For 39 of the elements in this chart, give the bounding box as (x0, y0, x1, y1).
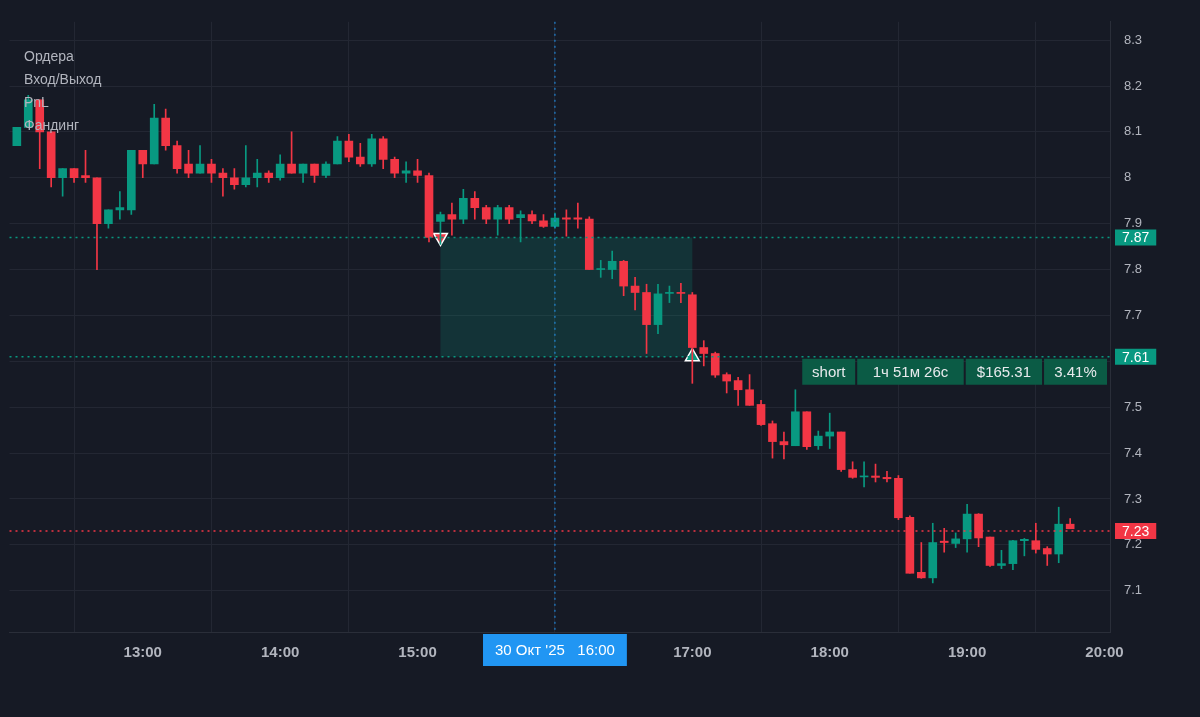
x-tick-label: 13:00 (123, 643, 162, 661)
annotation: 1ч 51м 26с (872, 362, 949, 380)
annotation: $165.31 (976, 362, 1032, 380)
annotation: PnL (24, 93, 50, 110)
y-tick-label: 8 (1124, 169, 1132, 185)
candlestick (676, 282, 686, 303)
y-tick-label: 7.1 (1124, 582, 1143, 598)
y-tick-label: 7.9 (1124, 215, 1143, 231)
candlestick (630, 277, 640, 311)
ref-line-label: 7.61 (1122, 348, 1150, 365)
candlestick (596, 260, 606, 278)
ref-line-label: 7.23 (1122, 522, 1150, 539)
y-tick-label: 7.8 (1124, 261, 1143, 277)
candlestick (252, 159, 262, 188)
y-tick-label: 7.4 (1124, 444, 1143, 460)
candlestick (401, 161, 411, 183)
y-tick-label: 7.3 (1124, 490, 1143, 506)
x-tick-label: 19:00 (947, 643, 987, 661)
annotation: Вход/Выход (24, 70, 102, 87)
y-tick-label: 7.2 (1124, 536, 1143, 552)
x-tick-label: 17:00 (673, 643, 712, 661)
ref-line-label: 7.87 (1122, 229, 1150, 246)
x-tick-label: 14:00 (260, 643, 300, 661)
y-tick-label: 7.7 (1124, 307, 1143, 323)
annotation: short (812, 362, 847, 380)
ref-line-label: 30 Окт '25 16:00 (495, 641, 615, 659)
annotation: 3.41% (1054, 362, 1097, 380)
candlestick (779, 431, 789, 460)
y-tick-label: 7.5 (1124, 398, 1143, 414)
candlestick (916, 542, 926, 579)
candlestick (241, 145, 251, 188)
x-tick-label: 18:00 (810, 643, 849, 661)
annotation: Ордера (24, 47, 75, 64)
y-tick-label: 8.2 (1124, 77, 1143, 93)
x-tick-label: 20:00 (1085, 643, 1124, 661)
y-tick-label: 8.1 (1124, 123, 1143, 139)
x-tick-label: 15:00 (398, 643, 437, 661)
candlestick (115, 191, 125, 220)
y-tick-label: 8.3 (1124, 31, 1143, 47)
